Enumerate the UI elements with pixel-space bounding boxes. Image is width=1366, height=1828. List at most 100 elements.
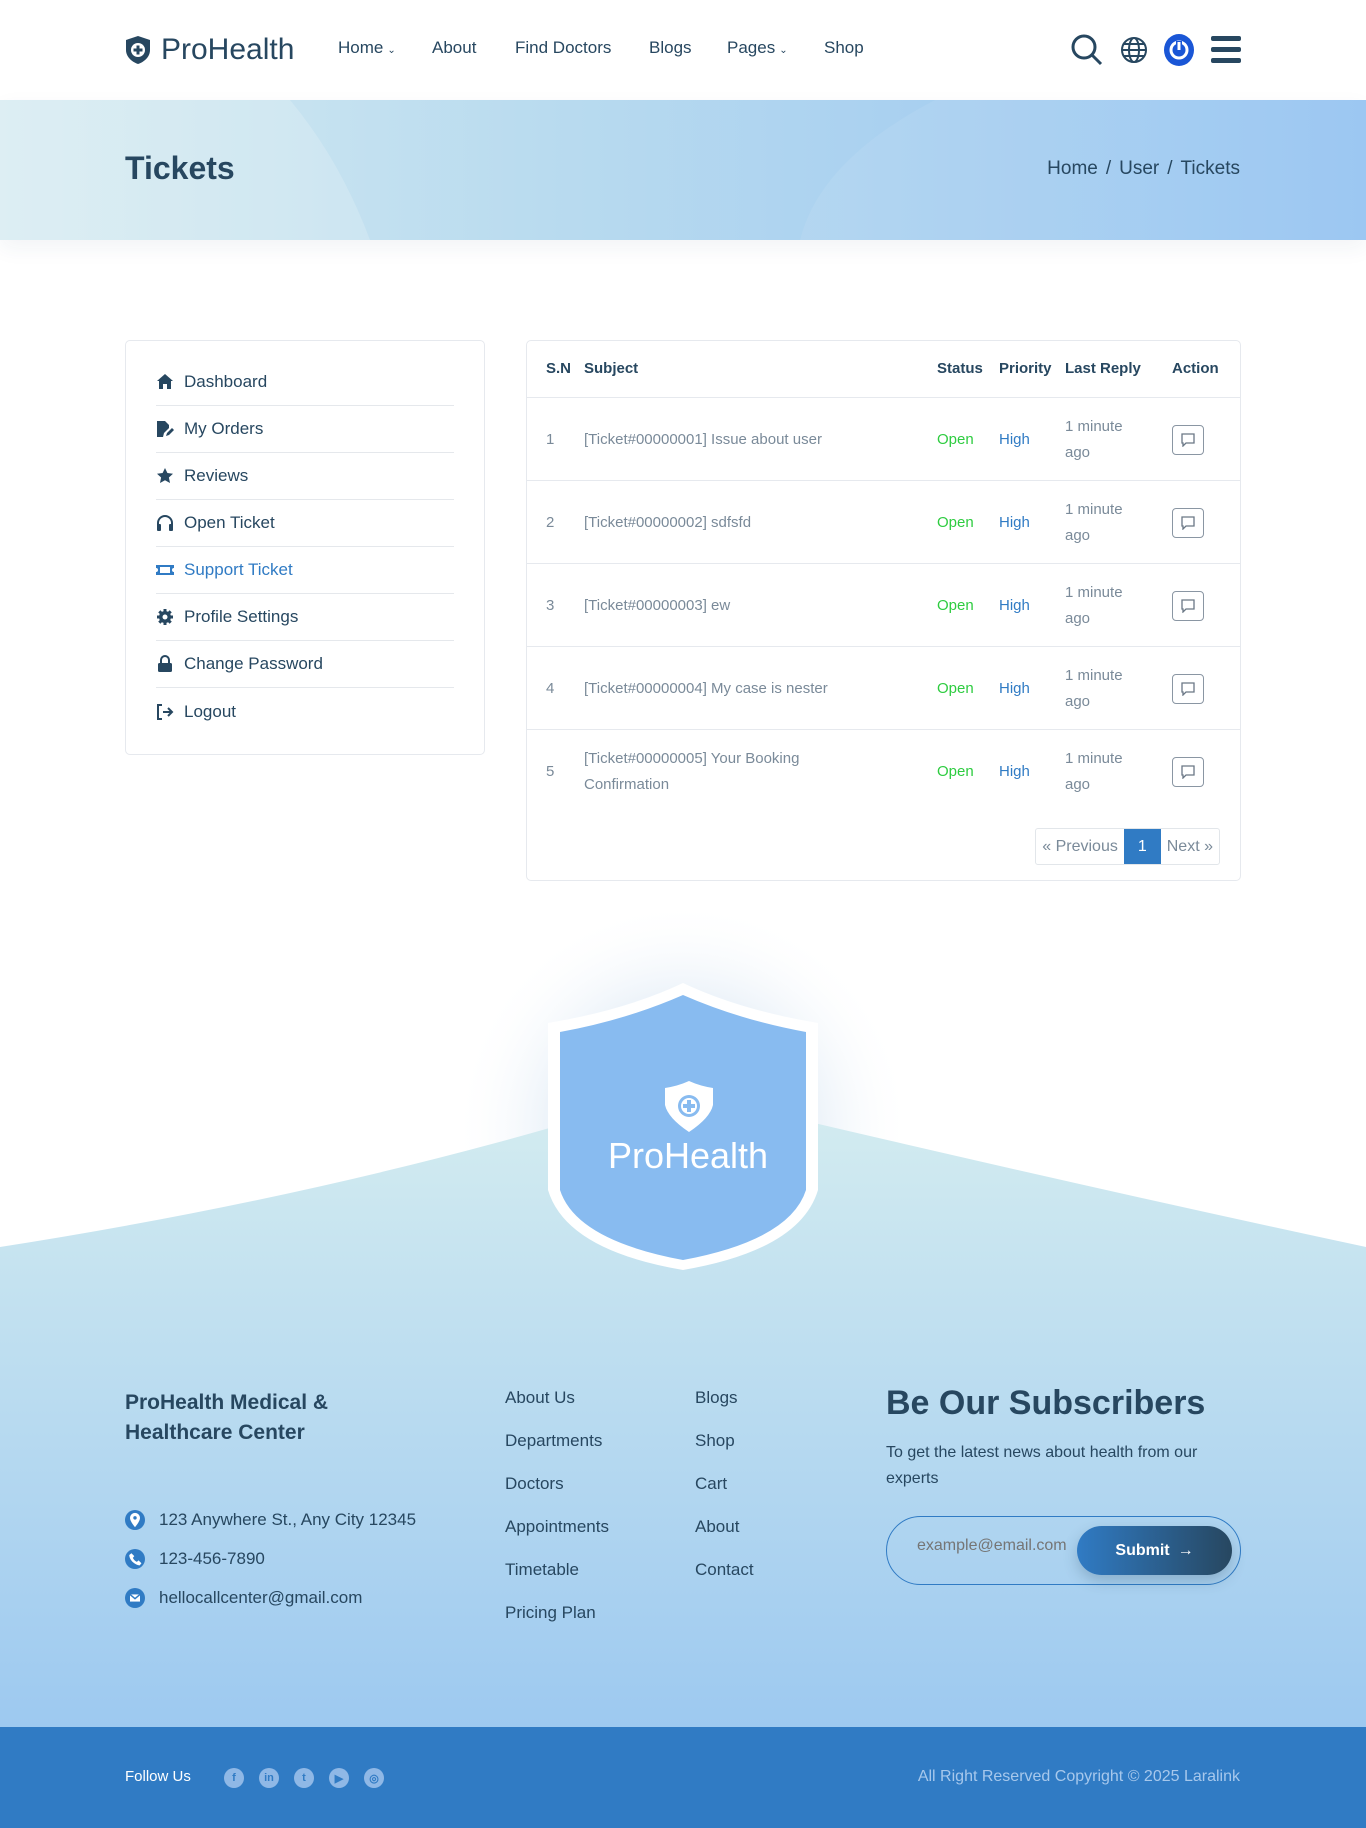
cell-last-reply: 1 minute ago <box>1065 749 1123 793</box>
sidebar-item-label: My Orders <box>184 419 264 438</box>
cell-subject[interactable]: [Ticket#00000004] My case is nester <box>584 679 828 697</box>
footer-link[interactable]: Doctors <box>505 1474 564 1493</box>
column-header-priority: Priority <box>999 360 1052 377</box>
sidebar-item-label: Change Password <box>184 654 323 673</box>
location-icon <box>125 1510 145 1530</box>
footer-bottom-bar: Follow Us f in t ▶ ◎ All Right Reserved Copy… <box>0 1727 1366 1828</box>
logout-icon <box>157 703 174 720</box>
chat-icon <box>1181 764 1195 779</box>
search-icon[interactable] <box>1071 34 1103 66</box>
nav-blogs[interactable]: Blogs <box>649 38 692 57</box>
footer-link[interactable]: Pricing Plan <box>505 1603 596 1622</box>
sidebar-item-label: Dashboard <box>184 372 268 391</box>
footer-link[interactable]: About <box>695 1517 740 1536</box>
footer-link[interactable]: Timetable <box>505 1560 580 1579</box>
cell-priority: High <box>999 513 1030 531</box>
view-ticket-button[interactable] <box>1172 756 1204 787</box>
cell-last-reply: 1 minute ago <box>1065 583 1123 627</box>
lock-icon <box>158 655 172 672</box>
menu-icon[interactable] <box>1211 36 1241 63</box>
submit-label: Submit <box>1115 1541 1170 1559</box>
cell-sn: 1 <box>546 430 555 448</box>
view-ticket-button[interactable] <box>1172 424 1204 455</box>
cell-status: Open <box>937 679 974 697</box>
sidebar-item-my-orders[interactable]: My Orders <box>156 406 454 453</box>
table-row: 4 [Ticket#00000004] My case is nester Op… <box>527 646 1240 729</box>
cell-status: Open <box>937 513 974 531</box>
subscribe-title: Be Our Subscribers <box>886 1384 1206 1422</box>
cell-subject[interactable]: [Ticket#00000002] sdfsfd <box>584 513 752 531</box>
view-ticket-button[interactable] <box>1172 590 1204 621</box>
facebook-icon[interactable]: f <box>224 1768 244 1788</box>
cell-last-reply: 1 minute ago <box>1065 417 1123 461</box>
nav-home[interactable]: Home ⌄ <box>338 38 396 58</box>
nav-pages[interactable]: Pages ⌄ <box>727 38 788 58</box>
email-input[interactable] <box>917 1537 1067 1555</box>
shield-logo-icon <box>126 36 150 64</box>
contact-text[interactable]: hellocallcenter@gmail.com <box>159 1588 363 1607</box>
cell-subject[interactable]: [Ticket#00000005] Your Booking Confirmat… <box>584 749 800 793</box>
submit-button[interactable]: Submit → <box>1077 1526 1232 1575</box>
sidebar-item-profile-settings[interactable]: Profile Settings <box>156 594 454 641</box>
contact-item: hellocallcenter@gmail.com <box>125 1588 362 1608</box>
view-ticket-button[interactable] <box>1172 507 1204 538</box>
user-sidebar: Dashboard My Orders Reviews Open Ticket … <box>125 340 485 755</box>
subscribe-form: Submit → <box>886 1516 1241 1585</box>
sidebar-item-logout[interactable]: Logout <box>156 688 454 735</box>
contact-text: 123 Anywhere St., Any City 12345 <box>159 1510 417 1529</box>
pagination-previous[interactable]: « Previous <box>1042 837 1118 855</box>
footer-background <box>0 900 1366 1727</box>
twitter-icon[interactable]: t <box>294 1768 314 1788</box>
nav-about[interactable]: About <box>432 38 477 57</box>
nav-shop[interactable]: Shop <box>824 38 864 57</box>
cell-subject[interactable]: [Ticket#00000003] ew <box>584 596 731 614</box>
sidebar-item-support-ticket[interactable]: Support Ticket <box>156 547 454 594</box>
phone-icon <box>125 1549 145 1569</box>
cell-priority: High <box>999 596 1030 614</box>
sidebar-item-label: Support Ticket <box>184 560 293 579</box>
footer-link[interactable]: Blogs <box>695 1388 738 1407</box>
footer-link[interactable]: Shop <box>695 1431 735 1450</box>
sidebar-item-change-password[interactable]: Change Password <box>156 641 454 688</box>
sidebar-item-reviews[interactable]: Reviews <box>156 453 454 500</box>
copyright: All Right Reserved Copyright © 2025 Lara… <box>917 1768 1240 1785</box>
cell-last-reply: 1 minute ago <box>1065 500 1123 544</box>
sidebar-item-dashboard[interactable]: Dashboard <box>156 359 454 406</box>
instagram-icon[interactable]: ◎ <box>364 1768 384 1788</box>
footer-link[interactable]: About Us <box>505 1388 575 1407</box>
footer-link[interactable]: Departments <box>505 1431 603 1450</box>
nav-label: Home <box>338 38 384 57</box>
arrow-right-icon: → <box>1177 1541 1194 1559</box>
power-icon[interactable] <box>1164 34 1194 66</box>
breadcrumb-home[interactable]: Home <box>1047 158 1098 179</box>
youtube-icon[interactable]: ▶ <box>329 1768 349 1788</box>
follow-us-label: Follow Us <box>125 1768 191 1785</box>
sidebar-item-label: Open Ticket <box>184 513 275 532</box>
linkedin-icon[interactable]: in <box>259 1768 279 1788</box>
contact-text[interactable]: 123-456-7890 <box>159 1549 265 1568</box>
table-row: 2 [Ticket#00000002] sdfsfd Open High 1 m… <box>527 480 1240 563</box>
pagination-next[interactable]: Next » <box>1166 837 1213 855</box>
brand-logo[interactable]: ProHealth <box>125 33 294 67</box>
chat-icon <box>1181 432 1195 447</box>
contact-item: 123 Anywhere St., Any City 12345 <box>125 1510 416 1530</box>
view-ticket-button[interactable] <box>1172 673 1204 704</box>
footer-link[interactable]: Contact <box>695 1560 754 1579</box>
table-row: 1 [Ticket#00000001] Issue about user Ope… <box>527 397 1240 480</box>
column-header-subject: Subject <box>584 360 639 377</box>
table-row: 3 [Ticket#00000003] ew Open High 1 minut… <box>527 563 1240 646</box>
cell-sn: 2 <box>546 513 555 531</box>
sidebar-item-open-ticket[interactable]: Open Ticket <box>156 500 454 547</box>
shield-brand-text: ProHealth <box>607 1135 769 1176</box>
footer-wave <box>0 1122 1366 1727</box>
breadcrumb-user[interactable]: User <box>1119 158 1160 179</box>
shield-logo-icon <box>665 1081 713 1132</box>
footer-link[interactable]: Cart <box>695 1474 728 1493</box>
cell-subject[interactable]: [Ticket#00000001] Issue about user <box>584 430 822 448</box>
nav-find-doctors[interactable]: Find Doctors <box>515 38 612 57</box>
pagination-page-current[interactable]: 1 <box>1123 829 1161 864</box>
footer-link[interactable]: Appointments <box>505 1517 609 1536</box>
column-header-sn: S.N <box>546 360 572 377</box>
site-header: ProHealth Home ⌄ About Find Doctors Blogs… <box>0 0 1366 100</box>
globe-icon[interactable] <box>1120 36 1148 64</box>
